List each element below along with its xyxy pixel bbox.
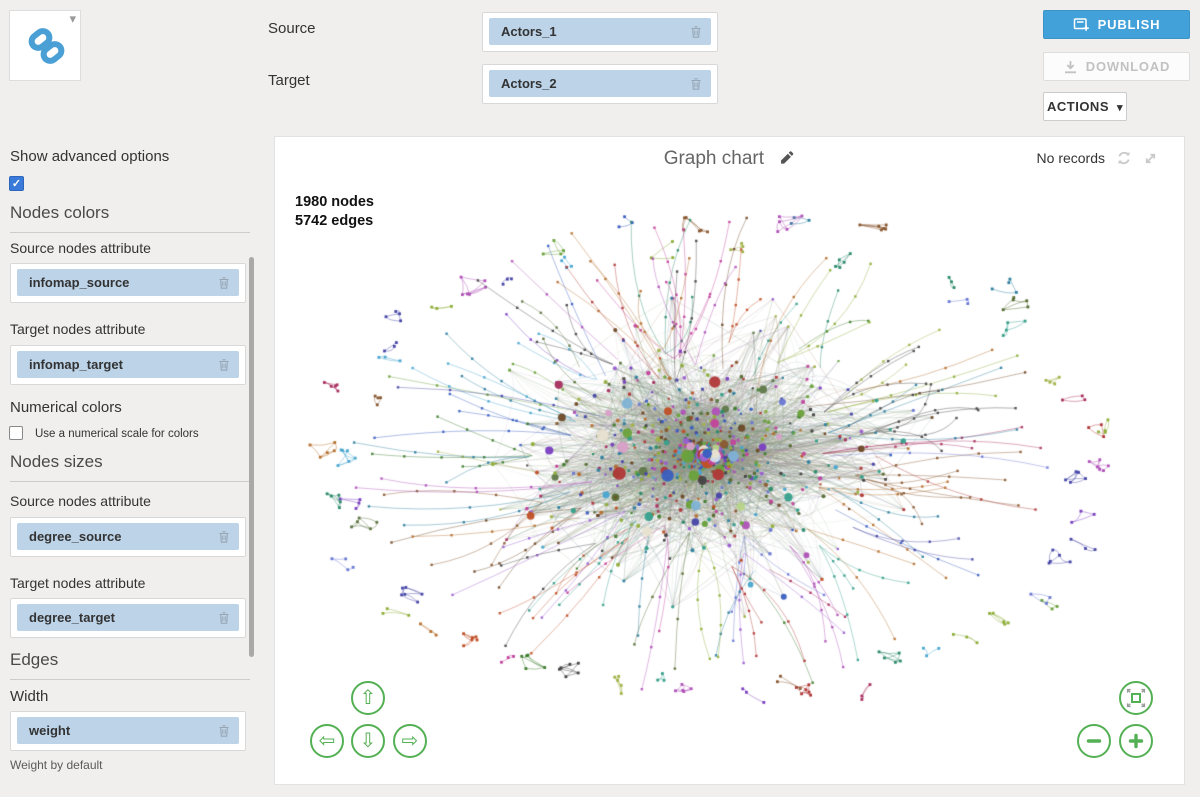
target-label: Target — [268, 72, 310, 89]
width-value: weight — [29, 723, 71, 738]
pan-up-button[interactable]: ⇧ — [351, 681, 385, 715]
remove-colors-source-icon[interactable] — [218, 276, 230, 290]
width-pill: weight — [17, 717, 239, 744]
colors-target-attr-field[interactable]: infomap_target — [10, 345, 246, 385]
expand-icon[interactable] — [1143, 151, 1158, 166]
pan-left-icon: ⇦ — [318, 728, 336, 752]
zoom-out-icon — [1086, 739, 1102, 743]
sizes-source-attr-field[interactable]: degree_source — [10, 517, 246, 557]
zoom-in-button[interactable] — [1119, 724, 1153, 758]
edges-count: 5742 edges — [295, 213, 374, 229]
fit-to-screen-icon — [1126, 688, 1146, 708]
sizes-target-attr-field[interactable]: degree_target — [10, 598, 246, 638]
target-dataset-field[interactable]: Actors_2 — [482, 64, 718, 104]
colors-source-attr-label: Source nodes attribute — [10, 240, 151, 256]
logo-dropdown-caret-icon[interactable]: ▾ — [69, 11, 76, 26]
pan-down-button[interactable]: ⇩ — [351, 724, 385, 758]
download-icon — [1064, 60, 1076, 73]
publish-label: PUBLISH — [1097, 17, 1161, 32]
remove-source-icon[interactable] — [690, 25, 702, 39]
graph-canvas[interactable] — [275, 137, 1184, 784]
nodes-sizes-section-title: Nodes sizes — [10, 452, 250, 482]
target-dataset-value: Actors_2 — [501, 76, 557, 91]
download-button[interactable]: DOWNLOAD — [1043, 52, 1190, 81]
colors-source-attr-value: infomap_source — [29, 275, 130, 290]
target-dataset-pill: Actors_2 — [489, 70, 711, 97]
chart-title-row: Graph chart — [275, 148, 1184, 172]
fit-to-screen-button[interactable] — [1119, 681, 1153, 715]
show-advanced-checkbox[interactable]: ✓ — [9, 176, 24, 191]
colors-source-attr-field[interactable]: infomap_source — [10, 263, 246, 303]
source-dataset-field[interactable]: Actors_1 — [482, 12, 718, 52]
source-dataset-pill: Actors_1 — [489, 18, 711, 45]
edit-title-icon[interactable] — [778, 149, 795, 172]
sizes-source-attr-pill: degree_source — [17, 523, 239, 550]
graph-stats: 1980 nodes 5742 edges — [295, 193, 374, 231]
pan-right-icon: ⇨ — [401, 728, 419, 752]
sizes-target-attr-value: degree_target — [29, 610, 115, 625]
width-field[interactable]: weight — [10, 711, 246, 751]
width-label: Width — [10, 688, 49, 705]
colors-target-attr-value: infomap_target — [29, 357, 123, 372]
nodes-count: 1980 nodes — [295, 194, 374, 210]
publish-icon — [1073, 18, 1089, 31]
sidebar-scrollbar-thumb[interactable] — [249, 257, 254, 657]
nodes-colors-section-title: Nodes colors — [10, 203, 250, 233]
sizes-target-attr-pill: degree_target — [17, 604, 239, 631]
chart-status-row: No records — [1037, 150, 1158, 166]
records-status: No records — [1036, 150, 1105, 166]
source-dataset-value: Actors_1 — [501, 24, 557, 39]
zoom-in-icon — [1128, 733, 1144, 749]
sizes-target-attr-label: Target nodes attribute — [10, 575, 146, 591]
pan-down-icon: ⇩ — [359, 728, 377, 752]
remove-sizes-target-icon[interactable] — [218, 611, 230, 625]
zoom-out-button[interactable] — [1077, 724, 1111, 758]
numerical-colors-label: Numerical colors — [10, 399, 122, 416]
refresh-icon[interactable] — [1116, 150, 1132, 166]
colors-target-attr-pill: infomap_target — [17, 351, 239, 378]
dataset-link-card[interactable]: ▾ — [9, 10, 81, 81]
source-label: Source — [268, 20, 316, 37]
chain-link-icon — [28, 28, 65, 64]
width-hint: Weight by default — [10, 758, 103, 772]
show-advanced-label: Show advanced options — [10, 148, 170, 165]
sizes-source-attr-value: degree_source — [29, 529, 122, 544]
actions-caret-down-icon: ▾ — [1116, 101, 1124, 114]
actions-label: ACTIONS — [1046, 99, 1109, 114]
pan-right-button[interactable]: ⇨ — [393, 724, 427, 758]
pan-up-icon: ⇧ — [359, 685, 377, 709]
colors-target-attr-label: Target nodes attribute — [10, 321, 146, 337]
remove-colors-target-icon[interactable] — [218, 358, 230, 372]
numerical-scale-checkbox[interactable] — [9, 426, 23, 440]
remove-sizes-source-icon[interactable] — [218, 530, 230, 544]
chart-title: Graph chart — [663, 148, 765, 169]
edges-section-title: Edges — [10, 650, 250, 680]
pan-left-button[interactable]: ⇦ — [310, 724, 344, 758]
numerical-scale-label: Use a numerical scale for colors — [35, 428, 199, 440]
download-label: DOWNLOAD — [1085, 59, 1171, 74]
remove-target-icon[interactable] — [690, 77, 702, 91]
graph-chart-panel: Graph chart No records — [274, 136, 1185, 785]
actions-button[interactable]: ACTIONS ▾ — [1043, 92, 1127, 121]
publish-button[interactable]: PUBLISH — [1043, 10, 1190, 39]
checkmark-icon: ✓ — [11, 178, 22, 190]
colors-source-attr-pill: infomap_source — [17, 269, 239, 296]
remove-width-icon[interactable] — [218, 724, 230, 738]
sizes-source-attr-label: Source nodes attribute — [10, 493, 151, 509]
